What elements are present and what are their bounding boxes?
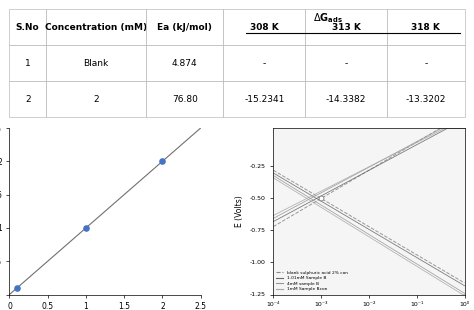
Point: [159, 159, 166, 164]
Point: [13, 286, 21, 290]
Y-axis label: E (Volts): E (Volts): [235, 195, 244, 227]
Legend: blank sulphuric acid 2% con, 1.01mM Sample B, 4mM sample B, 1mM Sample Bcon: blank sulphuric acid 2% con, 1.01mM Samp…: [275, 269, 348, 292]
Point: [82, 225, 90, 230]
Text: $\Delta$G$_{\mathregular{ads}}$: $\Delta$G$_{\mathregular{ads}}$: [313, 11, 343, 25]
